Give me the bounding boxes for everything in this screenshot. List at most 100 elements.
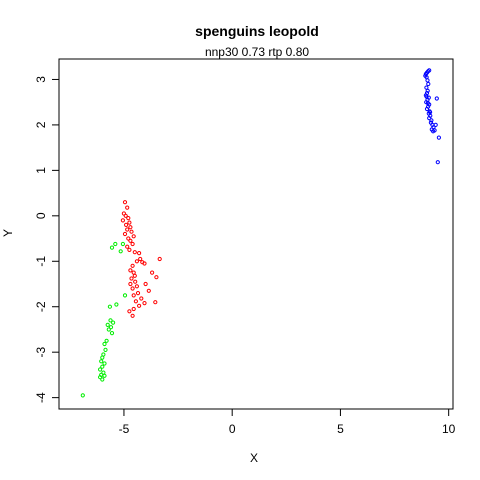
point-green (99, 359, 104, 364)
x-tick-label: -5 (119, 422, 130, 436)
point-red (146, 288, 151, 293)
point-green (108, 318, 113, 323)
point-green (120, 241, 126, 247)
point-blue (425, 88, 430, 93)
point-green (109, 245, 115, 250)
point-red (134, 259, 139, 264)
point-red (125, 205, 130, 210)
point-green (107, 304, 113, 309)
point-blue (432, 128, 437, 133)
point-red (127, 220, 132, 225)
y-tick-label: 0 (34, 212, 48, 219)
y-tick-label: -1 (34, 256, 48, 267)
point-red (135, 291, 141, 296)
point-red (129, 229, 134, 234)
x-tick-label: 10 (442, 422, 456, 436)
point-red (128, 268, 133, 273)
point-red (128, 281, 133, 287)
point-green (98, 367, 103, 372)
point-red (133, 279, 138, 284)
point-green (102, 361, 107, 366)
y-tick-label: -3 (34, 347, 48, 358)
y-tick-label: 3 (34, 76, 48, 83)
point-blue (433, 122, 438, 128)
chart-subtitle: nnp30 0.73 rtp 0.80 (205, 45, 309, 59)
plot-frame (58, 58, 454, 410)
point-green (98, 375, 103, 380)
point-blue (426, 81, 431, 87)
point-blue (435, 160, 440, 165)
point-green (100, 364, 105, 369)
y-tick-label: -2 (34, 301, 48, 312)
point-green (100, 377, 105, 382)
point-blue (424, 94, 429, 99)
point-green (105, 322, 110, 327)
point-blue (427, 68, 432, 73)
y-tick-label: -4 (34, 392, 48, 403)
point-red (142, 261, 147, 266)
x-axis: -5 0 5 10 (119, 408, 456, 436)
point-red (150, 270, 155, 275)
point-red (122, 200, 128, 205)
point-red (131, 293, 136, 298)
point-green (103, 347, 108, 352)
point-blue (424, 106, 430, 112)
point-red (130, 313, 135, 318)
point-green (118, 249, 123, 254)
point-red (128, 238, 133, 243)
x-tick-label: 5 (337, 422, 344, 436)
point-red (137, 251, 142, 256)
point-red (124, 222, 129, 227)
point-blue (425, 78, 430, 83)
point-green (102, 373, 107, 378)
point-red (130, 286, 135, 291)
point-blue (436, 135, 441, 140)
point-red (131, 306, 136, 312)
point-red (142, 301, 147, 306)
point-red (154, 275, 159, 280)
point-green (109, 331, 115, 336)
point-red (132, 273, 137, 278)
point-blue (427, 116, 432, 121)
point-green (106, 327, 111, 332)
point-red (129, 276, 134, 281)
point-green (108, 325, 114, 330)
point-green (102, 341, 107, 347)
x-tick-label: 0 (229, 422, 236, 436)
point-red (128, 225, 133, 230)
y-axis: -4 -3 -2 -1 0 1 2 3 (34, 76, 60, 403)
point-red (122, 231, 128, 237)
point-red (132, 250, 137, 255)
point-green (122, 293, 128, 298)
point-red (138, 256, 143, 262)
point-green (113, 241, 118, 247)
point-blue (425, 101, 430, 106)
point-red (134, 284, 139, 289)
y-tick-label: 2 (34, 121, 48, 128)
point-green (80, 393, 85, 398)
point-red (127, 309, 132, 314)
y-tick-label: 1 (34, 167, 48, 174)
point-blue (429, 118, 434, 123)
point-red (126, 236, 131, 241)
point-red (125, 244, 130, 249)
point-red (133, 299, 138, 304)
point-red (157, 256, 162, 262)
point-green (111, 320, 116, 325)
point-red (127, 247, 132, 252)
point-red (153, 300, 158, 305)
point-red (143, 281, 148, 287)
y-axis-label: Y (1, 229, 15, 237)
point-red (130, 241, 135, 247)
point-red (139, 296, 144, 301)
point-red (120, 218, 126, 223)
point-red (131, 234, 136, 239)
data-points (80, 68, 441, 398)
point-red (125, 227, 130, 232)
chart-title: spenguins leopold (195, 23, 319, 39)
point-blue (423, 73, 428, 78)
point-red (123, 213, 128, 218)
point-green (114, 302, 119, 307)
point-red (137, 303, 142, 308)
